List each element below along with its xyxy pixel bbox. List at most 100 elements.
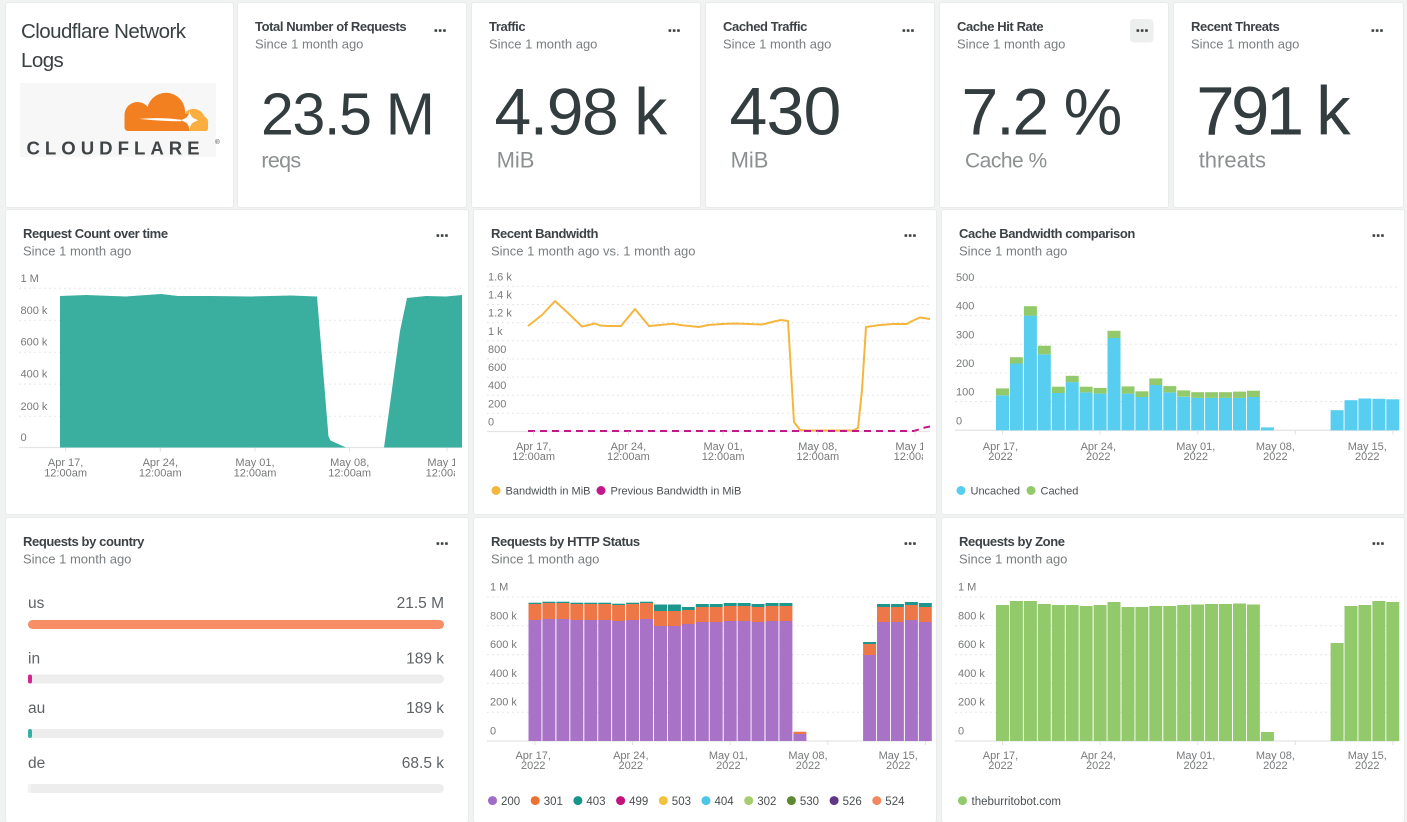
svg-text:Uncached: Uncached (971, 486, 1021, 498)
svg-text:reqs: reqs (261, 149, 300, 173)
svg-text:Since 1 month ago: Since 1 month ago (23, 552, 131, 567)
svg-text:200 k: 200 k (21, 401, 48, 413)
svg-text:12:00am: 12:00am (139, 468, 182, 480)
svg-text:2022: 2022 (1355, 760, 1379, 772)
svg-text:Cache %: Cache % (965, 150, 1047, 173)
svg-text:2022: 2022 (1263, 451, 1287, 463)
svg-text:12:00am: 12:00am (512, 451, 555, 463)
svg-text:2022: 2022 (1355, 451, 1379, 463)
svg-text:us: us (28, 595, 45, 612)
svg-text:Traffic: Traffic (489, 19, 525, 34)
svg-text:499: 499 (629, 796, 648, 808)
svg-text:Cached: Cached (1041, 486, 1079, 498)
svg-text:2022: 2022 (521, 760, 545, 772)
svg-text:May 08,: May 08, (330, 457, 369, 469)
svg-text:200 k: 200 k (958, 697, 985, 709)
svg-text:800 k: 800 k (490, 610, 517, 622)
svg-text:1.4 k: 1.4 k (488, 290, 512, 302)
svg-text:2022: 2022 (1263, 760, 1287, 772)
svg-text:600 k: 600 k (21, 337, 48, 349)
svg-text:12:00am: 12:00am (234, 468, 277, 480)
svg-text:12:00am: 12:00am (328, 468, 371, 480)
svg-text:Since 1 month ago: Since 1 month ago (723, 37, 831, 52)
svg-text:Apr 17,: Apr 17, (48, 457, 83, 469)
svg-text:Cache Hit Rate: Cache Hit Rate (957, 19, 1043, 34)
svg-text:May 15,: May 15, (895, 441, 934, 453)
svg-text:au: au (28, 700, 45, 717)
svg-text:7.2 %: 7.2 % (962, 75, 1121, 149)
svg-text:Cached Traffic: Cached Traffic (723, 19, 807, 34)
svg-text:400 k: 400 k (490, 668, 517, 680)
svg-text:200: 200 (956, 358, 974, 370)
svg-text:2022: 2022 (1086, 451, 1110, 463)
svg-text:526: 526 (843, 796, 862, 808)
svg-text:21.5 M: 21.5 M (397, 595, 444, 612)
svg-text:May 01,: May 01, (1176, 750, 1215, 762)
svg-text:Since 1 month ago: Since 1 month ago (255, 37, 363, 52)
svg-text:68.5 k: 68.5 k (402, 755, 444, 772)
svg-text:Apr 24,: Apr 24, (143, 457, 178, 469)
svg-text:May 01,: May 01, (704, 441, 743, 453)
svg-text:600 k: 600 k (958, 639, 985, 651)
svg-text:de: de (28, 755, 45, 772)
svg-text:Since 1 month ago: Since 1 month ago (959, 244, 1067, 259)
svg-text:Apr 17,: Apr 17, (515, 750, 550, 762)
svg-text:Logs: Logs (21, 49, 64, 72)
svg-text:MiB: MiB (731, 148, 769, 173)
svg-text:May 01,: May 01, (1176, 441, 1215, 453)
svg-text:200: 200 (501, 796, 520, 808)
svg-text:530: 530 (800, 796, 819, 808)
svg-text:524: 524 (885, 796, 905, 808)
svg-text:600: 600 (488, 362, 506, 374)
svg-text:301: 301 (544, 796, 563, 808)
svg-text:500: 500 (956, 272, 974, 284)
svg-text:189 k: 189 k (406, 651, 444, 668)
svg-text:12:00am: 12:00am (894, 451, 936, 463)
svg-text:2022: 2022 (1184, 760, 1208, 772)
svg-text:0: 0 (956, 415, 962, 427)
svg-text:2022: 2022 (988, 760, 1012, 772)
svg-text:403: 403 (586, 796, 605, 808)
svg-text:400: 400 (488, 380, 506, 392)
svg-text:12:00am: 12:00am (44, 468, 87, 480)
svg-text:4.98 k: 4.98 k (495, 75, 669, 149)
svg-text:Apr 24,: Apr 24, (611, 441, 646, 453)
svg-text:Total Number of Requests: Total Number of Requests (255, 19, 406, 34)
svg-text:MiB: MiB (497, 148, 535, 173)
svg-text:May 08,: May 08, (788, 750, 827, 762)
svg-text:Since 1 month ago: Since 1 month ago (489, 37, 597, 52)
svg-text:2022: 2022 (716, 760, 740, 772)
svg-text:200 k: 200 k (490, 697, 517, 709)
svg-text:791 k: 791 k (1196, 73, 1351, 150)
svg-text:1 M: 1 M (490, 582, 508, 594)
svg-text:Requests by HTTP Status: Requests by HTTP Status (491, 534, 640, 549)
svg-text:0: 0 (490, 726, 496, 738)
svg-text:Apr 24,: Apr 24, (613, 750, 648, 762)
svg-text:0: 0 (488, 417, 494, 429)
svg-text:in: in (28, 651, 40, 668)
svg-text:0: 0 (21, 432, 27, 444)
svg-text:Apr 17,: Apr 17, (516, 441, 551, 453)
svg-text:Requests by Zone: Requests by Zone (959, 534, 1065, 549)
svg-text:430: 430 (730, 74, 841, 150)
svg-text:2022: 2022 (1086, 760, 1110, 772)
svg-text:600 k: 600 k (490, 639, 517, 651)
svg-text:Apr 17,: Apr 17, (983, 441, 1018, 453)
svg-text:2022: 2022 (988, 451, 1012, 463)
svg-text:Since 1 month ago: Since 1 month ago (23, 244, 131, 259)
svg-text:300: 300 (956, 329, 974, 341)
svg-text:May 15,: May 15, (1348, 750, 1387, 762)
svg-text:2022: 2022 (1184, 451, 1208, 463)
svg-text:®: ® (215, 138, 220, 146)
svg-text:1.2 k: 1.2 k (488, 308, 512, 320)
svg-text:Recent Bandwidth: Recent Bandwidth (491, 226, 598, 241)
svg-text:503: 503 (672, 796, 691, 808)
svg-text:Apr 17,: Apr 17, (983, 750, 1018, 762)
svg-text:May 15,: May 15, (427, 457, 466, 469)
svg-text:100: 100 (956, 387, 974, 399)
svg-text:May 08,: May 08, (1256, 441, 1295, 453)
svg-text:Recent Threats: Recent Threats (1191, 19, 1279, 34)
svg-text:Cloudflare Network: Cloudflare Network (21, 20, 187, 43)
svg-text:1.6 k: 1.6 k (488, 271, 512, 283)
svg-text:12:00am: 12:00am (796, 451, 839, 463)
